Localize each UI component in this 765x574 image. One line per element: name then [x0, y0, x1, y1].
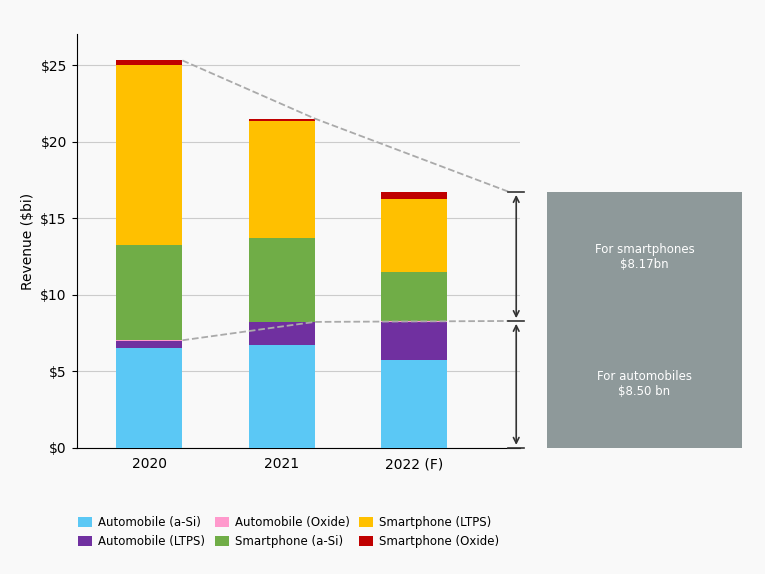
Bar [249, 238, 315, 322]
Bar [249, 119, 315, 121]
Legend: Automobile (a-Si), Automobile (LTPS), Automobile (Oxide), Smartphone (a-Si), Sma: Automobile (a-Si), Automobile (LTPS), Au… [73, 511, 504, 553]
Text: For automobiles
$8.50 bn: For automobiles $8.50 bn [597, 370, 692, 398]
Bar [249, 322, 315, 345]
Y-axis label: Revenue ($bi): Revenue ($bi) [21, 192, 34, 290]
Bar [381, 360, 448, 448]
Bar [116, 60, 183, 65]
Bar [116, 245, 183, 340]
Bar [381, 321, 448, 322]
Text: For smartphones
$8.17bn: For smartphones $8.17bn [594, 243, 695, 270]
Bar [249, 121, 315, 238]
Bar [381, 192, 448, 199]
Bar [116, 348, 183, 448]
Bar [381, 199, 448, 272]
Bar [249, 345, 315, 448]
Bar [116, 65, 183, 245]
Bar [116, 340, 183, 348]
Bar [381, 322, 448, 360]
Bar [381, 272, 448, 321]
